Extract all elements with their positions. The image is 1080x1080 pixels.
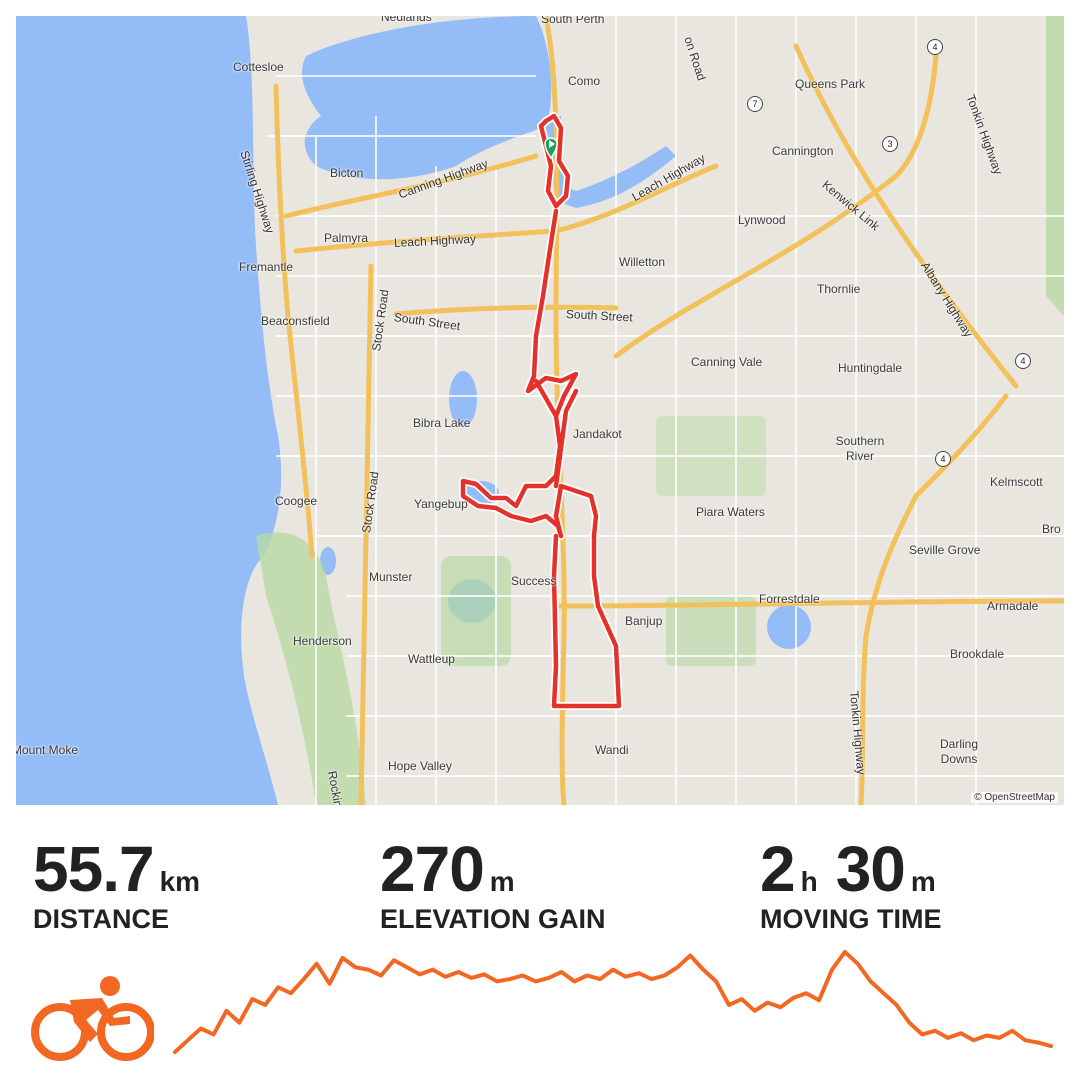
place-label: Yangebup [414,497,468,511]
minor-roads [266,16,1064,805]
place-label: Forrestdale [759,592,820,606]
place-label: Thornlie [817,282,861,296]
place-label: Huntingdale [838,361,903,375]
place-label: Success [511,574,557,588]
route-shield: 7 [747,96,763,112]
park-east [1046,16,1064,316]
distance-value: 55.7 [33,833,155,905]
place-label: Southern River [835,434,885,463]
elevation-profile-line [173,950,1053,1054]
moving-time-hours: 2 [760,833,796,905]
place-label: Canning Vale [691,355,763,369]
distance-unit: km [159,866,201,897]
elevation-value: 270 [380,833,485,905]
place-label: Fremantle [239,260,294,274]
place-label: Coogee [275,494,318,508]
map-attribution[interactable]: © OpenStreetMap [971,792,1058,803]
ocean [16,16,282,805]
park-west [256,532,366,805]
route-shield: 4 [1015,353,1031,369]
place-label: Nedlands [381,16,432,24]
place-label: Hope Valley [388,759,452,773]
place-label: Kelmscott [990,475,1043,489]
swan-river [301,16,552,180]
distance-label: DISTANCE [33,904,170,934]
elevation-profile [173,950,1053,1054]
moving-time-minutes: 30 [835,833,906,905]
route-map[interactable]: Nedlands South Perth Cottesloe Como Quee… [16,16,1064,805]
moving-time-minutes-unit: m [910,866,936,897]
place-label: Bibra Lake [413,416,471,430]
park-beeliar [441,556,511,666]
distance-stat: 55.7 km DISTANCE [33,832,218,935]
route-line-inner [460,113,622,709]
cycling-icon [31,976,154,1061]
elevation-stat: 270 m ELEVATION GAIN [380,832,606,935]
place-label: Palmyra [324,231,369,245]
place-label: Mount Moke [16,743,79,757]
place-label: Seville Grove [909,543,981,557]
place-label: Jandakot [573,427,622,441]
place-label: Cannington [772,144,834,158]
park-banjup [666,596,756,666]
place-label: Queens Park [795,77,866,91]
place-label: Banjup [625,614,663,628]
elevation-label: ELEVATION GAIN [380,904,606,934]
place-label: Darling Downs [939,737,978,766]
place-label: South Perth [541,16,605,26]
bibra-lake [449,371,477,427]
place-label: Wandi [595,743,629,757]
place-label: Piara Waters [696,505,765,519]
place-label: Bicton [330,166,364,180]
elevation-unit: m [489,866,515,897]
route-shield: 4 [927,39,943,55]
moving-time-label: MOVING TIME [760,904,942,934]
start-marker-icon[interactable] [544,137,558,160]
map-canvas [16,16,1064,805]
moving-time-stat: 2 h 30 m MOVING TIME [760,832,954,935]
place-label: Cottesloe [233,60,284,74]
place-label: Wattleup [408,652,455,666]
lake-small [320,547,336,575]
place-label: Munster [369,570,413,584]
place-label: Lynwood [738,213,786,227]
place-label: Armadale [987,599,1039,613]
place-label: Bro [1042,522,1061,536]
place-label: Willetton [619,255,666,269]
moving-time-hours-unit: h [800,866,818,897]
route-shield: 4 [935,451,951,467]
place-label: Beaconsfield [261,314,330,328]
place-label: Brookdale [950,647,1005,661]
place-label: Henderson [293,634,352,648]
forrestdale-lake [767,605,811,649]
place-label: Como [568,74,601,88]
route-shield: 3 [882,136,898,152]
